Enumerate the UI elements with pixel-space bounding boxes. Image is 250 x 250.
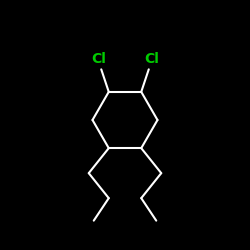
Text: Cl: Cl: [144, 52, 159, 66]
Text: Cl: Cl: [91, 52, 106, 66]
